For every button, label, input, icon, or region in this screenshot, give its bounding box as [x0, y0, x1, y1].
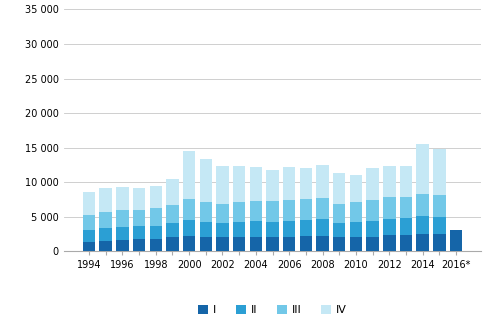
Bar: [333, 223, 346, 237]
Bar: [383, 165, 395, 197]
Bar: [249, 167, 262, 201]
Bar: [433, 234, 445, 251]
Bar: [83, 214, 95, 230]
Bar: [116, 210, 129, 227]
Bar: [233, 237, 246, 251]
Bar: [350, 175, 362, 202]
Bar: [416, 234, 429, 251]
Bar: [83, 192, 95, 214]
Bar: [383, 197, 395, 219]
Bar: [249, 201, 262, 221]
Bar: [333, 204, 346, 223]
Bar: [233, 202, 246, 222]
Bar: [316, 165, 329, 198]
Bar: [366, 237, 379, 251]
Bar: [450, 230, 462, 251]
Bar: [183, 236, 195, 251]
Bar: [300, 220, 312, 236]
Bar: [366, 221, 379, 237]
Bar: [166, 179, 179, 205]
Bar: [350, 237, 362, 251]
Bar: [333, 237, 346, 251]
Bar: [199, 237, 212, 251]
Bar: [416, 216, 429, 234]
Bar: [400, 235, 412, 251]
Bar: [266, 222, 279, 237]
Bar: [199, 202, 212, 222]
Bar: [116, 227, 129, 240]
Bar: [133, 210, 145, 226]
Bar: [283, 237, 296, 251]
Bar: [216, 203, 229, 223]
Bar: [350, 222, 362, 237]
Bar: [283, 200, 296, 221]
Bar: [183, 220, 195, 236]
Bar: [283, 167, 296, 200]
Bar: [216, 223, 229, 237]
Bar: [300, 236, 312, 251]
Bar: [316, 198, 329, 219]
Bar: [316, 219, 329, 236]
Bar: [249, 221, 262, 237]
Bar: [216, 237, 229, 251]
Bar: [83, 230, 95, 241]
Bar: [416, 144, 429, 194]
Bar: [433, 149, 445, 195]
Bar: [233, 166, 246, 202]
Bar: [400, 218, 412, 235]
Bar: [266, 237, 279, 251]
Bar: [400, 197, 412, 218]
Bar: [249, 237, 262, 251]
Bar: [400, 166, 412, 197]
Bar: [383, 219, 395, 235]
Bar: [166, 223, 179, 237]
Bar: [100, 241, 112, 251]
Bar: [183, 199, 195, 220]
Bar: [199, 159, 212, 202]
Bar: [100, 188, 112, 212]
Bar: [133, 240, 145, 251]
Bar: [366, 168, 379, 200]
Bar: [150, 226, 162, 240]
Bar: [416, 194, 429, 216]
Bar: [100, 212, 112, 228]
Bar: [316, 236, 329, 251]
Legend: I, II, III, IV: I, II, III, IV: [194, 300, 351, 314]
Bar: [216, 166, 229, 203]
Bar: [283, 221, 296, 237]
Bar: [266, 171, 279, 202]
Bar: [116, 187, 129, 210]
Bar: [383, 235, 395, 251]
Bar: [433, 217, 445, 234]
Bar: [100, 228, 112, 241]
Bar: [183, 151, 195, 199]
Bar: [366, 200, 379, 221]
Bar: [166, 205, 179, 223]
Bar: [166, 237, 179, 251]
Bar: [133, 188, 145, 210]
Bar: [350, 202, 362, 222]
Bar: [150, 208, 162, 226]
Bar: [300, 168, 312, 199]
Bar: [150, 240, 162, 251]
Bar: [199, 222, 212, 237]
Bar: [83, 241, 95, 251]
Bar: [266, 202, 279, 222]
Bar: [150, 186, 162, 208]
Bar: [133, 226, 145, 240]
Bar: [333, 173, 346, 204]
Bar: [300, 199, 312, 220]
Bar: [433, 195, 445, 217]
Bar: [233, 222, 246, 237]
Bar: [116, 240, 129, 251]
